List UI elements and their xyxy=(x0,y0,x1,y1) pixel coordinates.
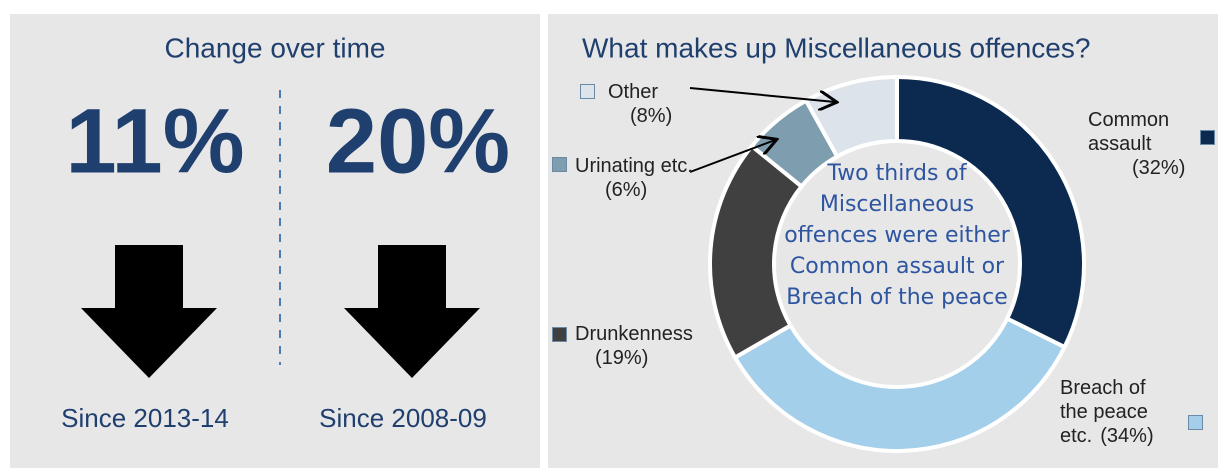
stat-label: Since 2013-14 xyxy=(61,403,229,433)
down-arrow xyxy=(344,245,480,378)
legend-swatch xyxy=(1188,415,1203,430)
legend-label: Other (8%) xyxy=(608,80,688,128)
legend-swatch xyxy=(1200,130,1215,145)
donut xyxy=(708,74,1086,453)
stat-label: Since 2008-09 xyxy=(319,403,487,433)
pointer-arrow xyxy=(689,140,775,173)
annotation: Two thirds of Miscellaneous offences wer… xyxy=(784,161,1010,310)
donut-segment xyxy=(732,315,1068,453)
legend-swatch xyxy=(552,327,567,342)
legend-label: Breach of the peace etc. (34%) xyxy=(1060,376,1172,448)
legend-swatch xyxy=(552,157,567,172)
value-label: (32%) xyxy=(1132,157,1186,179)
category-label: Drunkenness xyxy=(575,323,693,345)
category-label: Urinating etc. xyxy=(575,155,693,177)
category-label: Breach of the peace etc. xyxy=(1060,377,1148,447)
value-label: (6%) xyxy=(605,179,648,201)
category-label: Other xyxy=(608,81,659,103)
value-label: (34%) xyxy=(1100,425,1154,447)
legend-label: Urinating etc. (6%) xyxy=(575,154,725,202)
category-label: Common assault xyxy=(1088,109,1170,155)
legend-label: Common assault (32%) xyxy=(1088,108,1198,180)
value-label: (8%) xyxy=(630,105,673,127)
stat-value: 11% xyxy=(65,90,244,192)
legend-swatch xyxy=(580,84,595,99)
panel-title: Change over time xyxy=(164,32,385,63)
chart-title: What makes up Miscellaneous offences? xyxy=(582,32,1090,63)
pointer-arrow xyxy=(689,87,835,102)
stat-value: 20% xyxy=(326,90,510,192)
value-label: (19%) xyxy=(595,347,649,369)
legend-label: Drunkenness (19%) xyxy=(575,322,725,370)
left-panel xyxy=(10,14,540,468)
down-arrow xyxy=(81,245,217,378)
donut-segment xyxy=(895,74,1086,350)
